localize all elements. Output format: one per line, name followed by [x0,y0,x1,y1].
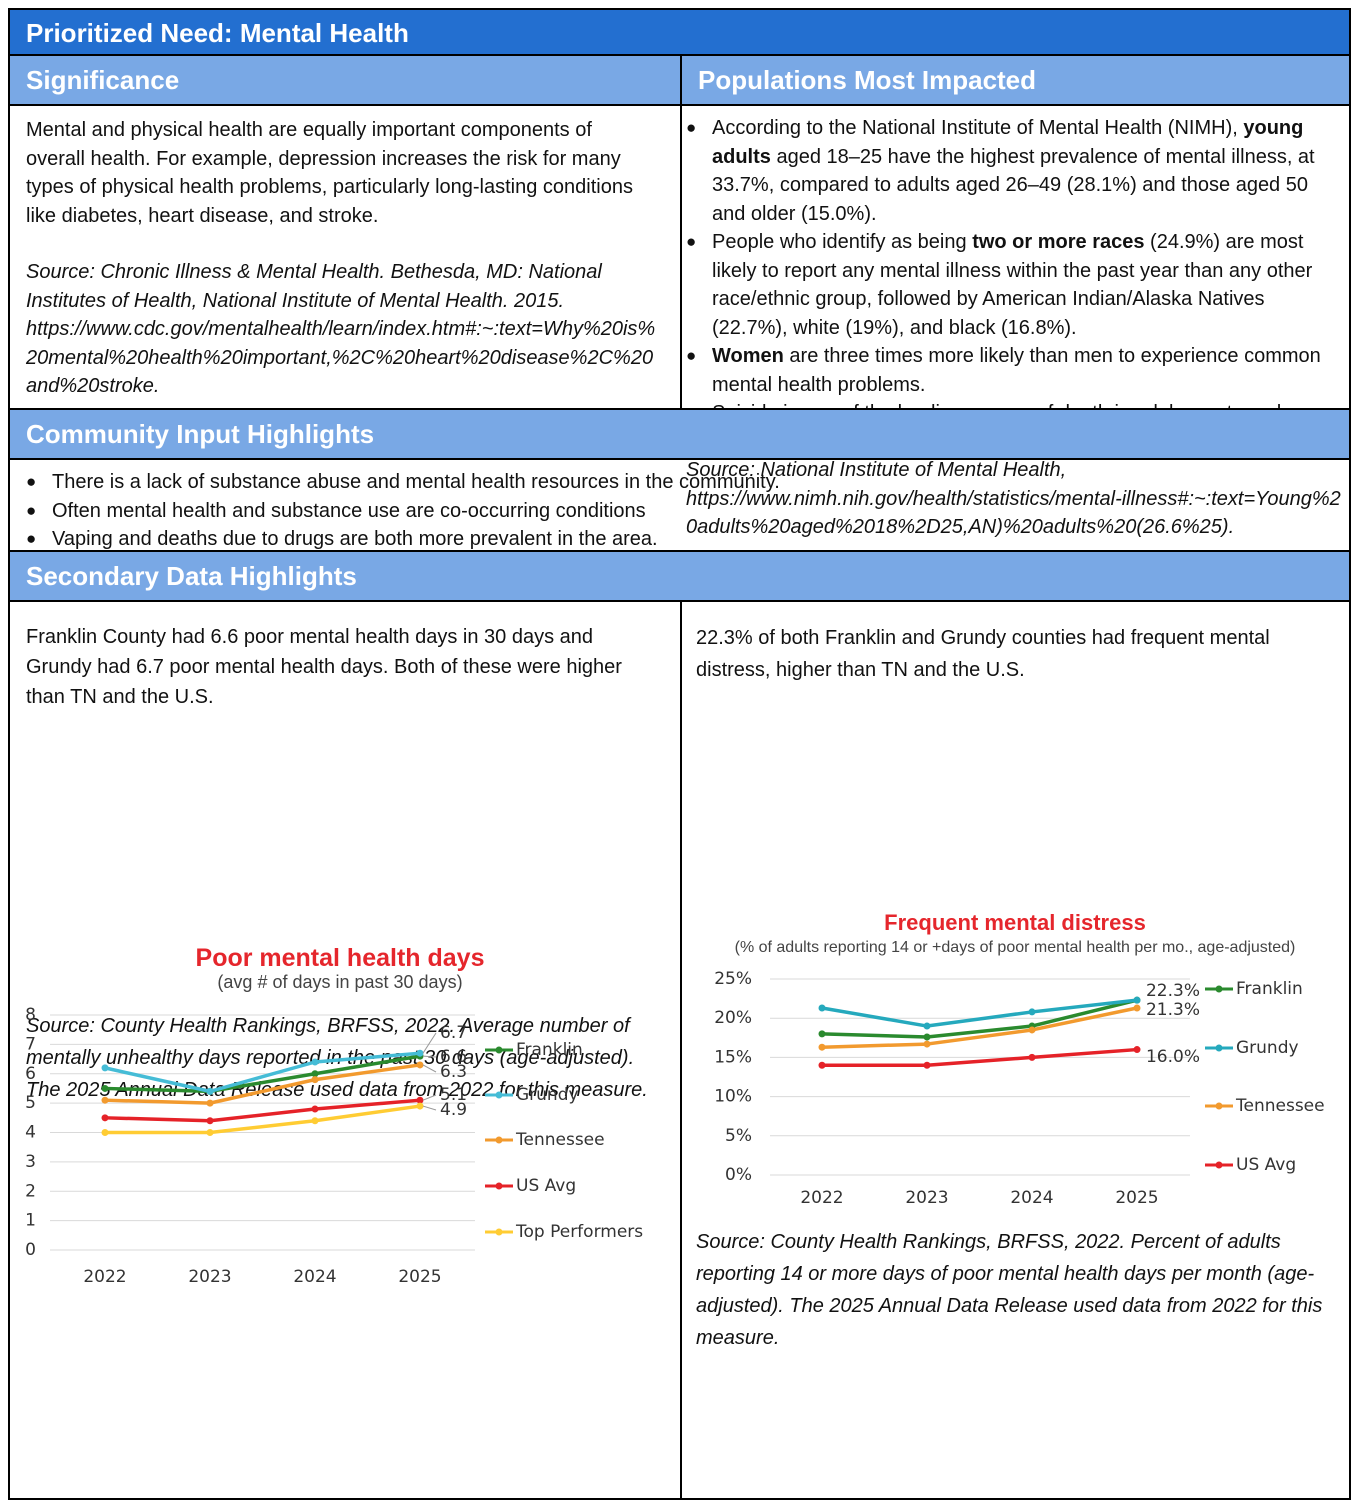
text-run: are three times more likely than men to … [712,345,1321,396]
heading-text: Community Input Highlights [26,419,375,449]
source: Source: Chronic Illness & Mental Health.… [26,261,602,312]
secondary-right-cell: 22.3% of both Franklin and Grundy counti… [680,600,1351,1500]
source: Source: County Health Rankings, BRFSS, 2… [696,1231,1323,1349]
populations-cell: According to the National Institute of M… [680,104,1351,538]
bullet-list: There is a lack of substance abuse and m… [26,468,1333,554]
bold-text: two or more races [972,231,1145,253]
chart-subtitle: (avg # of days in past 30 days) [217,972,463,992]
bold-text: Women [712,345,784,367]
heading-text: Significance [26,65,180,95]
source: Source: County Health Rankings, BRFSS, 2… [26,1015,648,1101]
chart-title: Poor mental health days [195,944,485,972]
text-run: People who identify as being [712,231,973,253]
page-title: Prioritized Need: Mental Health [26,18,409,48]
paragraph: Franklin County had 6.6 poor mental heal… [26,626,622,708]
section-heading: Populations Most Impacted [680,54,1351,106]
community-cell: There is a lack of substance abuse and m… [8,458,1351,554]
bold-text: young adults [712,117,1304,168]
bullet: Women are three times more likely than m… [686,342,1331,399]
heading-text: Secondary Data Highlights [26,561,357,591]
section-heading: Secondary Data Highlights [8,550,1351,602]
bullet: Often mental health and substance use ar… [26,497,1333,526]
heading-text: Populations Most Impacted [698,65,1037,95]
section-heading: Community Input Highlights [8,408,1351,460]
bullet: Vaping and deaths due to drugs are both … [26,525,1333,554]
secondary-left-cell: Franklin County had 6.6 poor mental heal… [8,600,682,1500]
paragraph: 22.3% of both Franklin and Grundy counti… [696,627,1270,681]
chart-title: Frequent mental distress [884,910,1146,935]
paragraph: Mental and physical health are equally i… [26,119,633,227]
bullet-list: According to the National Institute of M… [686,114,1345,456]
header: Prioritized Need: Mental Health [8,8,1351,56]
chart-subtitle: (% of adults reporting 14 or +days of po… [734,939,1296,956]
significance-cell: Mental and physical health are equally i… [8,104,682,410]
text-run: aged 18–25 have the highest prevalence o… [712,145,1315,225]
bullet: There is a lack of substance abuse and m… [26,468,1333,497]
source-url: https://www.cdc.gov/mentalhealth/learn/i… [26,318,656,397]
bullet: According to the National Institute of M… [686,114,1331,228]
bullet: People who identify as being two or more… [686,228,1331,342]
text-run: (24.9%) are most likely to report any me… [712,231,1313,339]
text-run: According to the National Institute of M… [712,117,1244,139]
section-heading: Significance [8,54,682,106]
